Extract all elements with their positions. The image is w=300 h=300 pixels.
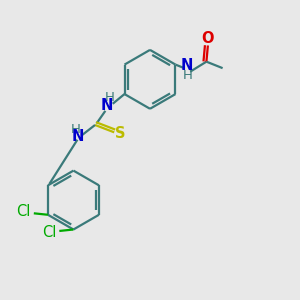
Text: Cl: Cl xyxy=(42,225,56,240)
Text: S: S xyxy=(116,126,126,141)
Text: O: O xyxy=(202,32,214,46)
Text: H: H xyxy=(70,123,80,136)
Text: N: N xyxy=(71,129,84,144)
Text: H: H xyxy=(182,69,192,82)
Text: N: N xyxy=(181,58,194,73)
Text: Cl: Cl xyxy=(16,204,31,219)
Text: N: N xyxy=(100,98,113,113)
Text: H: H xyxy=(105,92,115,104)
